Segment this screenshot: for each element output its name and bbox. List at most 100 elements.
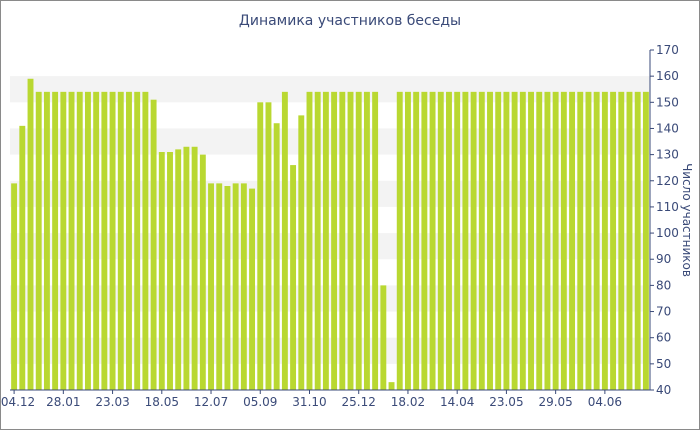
x-tick-label: 29.05 <box>538 395 572 409</box>
bar <box>76 91 83 390</box>
y-axis-label: Число участников <box>680 163 694 277</box>
bar <box>421 91 428 390</box>
bar <box>93 91 100 390</box>
bar <box>339 91 346 390</box>
bar <box>224 186 231 390</box>
axes-group <box>10 49 654 394</box>
y-tick-label: 90 <box>656 252 671 266</box>
bar <box>601 91 608 390</box>
bar <box>560 91 567 390</box>
bar <box>68 91 75 390</box>
bar <box>265 102 272 390</box>
bar <box>478 91 485 390</box>
bar <box>142 91 149 390</box>
bar <box>577 91 584 390</box>
bar <box>495 91 502 390</box>
bar <box>536 91 543 390</box>
bar <box>232 183 239 390</box>
bar <box>298 115 305 390</box>
x-tick-label: 04.12 <box>1 395 35 409</box>
bar <box>446 91 452 390</box>
bar <box>593 91 600 390</box>
bar <box>11 183 18 390</box>
bar <box>429 91 436 390</box>
bar <box>216 183 223 390</box>
y-tick-label: 110 <box>656 200 679 214</box>
bar <box>158 152 165 390</box>
x-tick-label: 14.04 <box>440 395 474 409</box>
y-tick-label: 50 <box>656 357 671 371</box>
bar <box>503 91 510 390</box>
bar <box>35 91 42 390</box>
grid-band <box>10 128 650 155</box>
bar <box>487 91 493 390</box>
x-tick-label: 12.07 <box>194 395 228 409</box>
bar <box>60 91 67 390</box>
bar <box>355 91 362 390</box>
bar <box>322 91 329 390</box>
bar <box>585 91 592 390</box>
bar <box>27 78 34 391</box>
bar <box>388 382 395 390</box>
y-tick-label: 70 <box>656 305 671 319</box>
bar <box>634 91 641 390</box>
bar <box>626 91 633 390</box>
x-tick-label: 31.10 <box>292 395 326 409</box>
bar <box>167 152 173 390</box>
bar <box>52 91 59 390</box>
y-tick-label: 170 <box>656 43 679 57</box>
y-tick-labels: 40 50 60 70 80 90 100 110 120 130 140 150 160 170 <box>656 43 679 397</box>
bar <box>257 102 264 390</box>
bars-group <box>11 78 649 391</box>
background-bands <box>10 76 650 364</box>
bar <box>437 91 444 390</box>
bar <box>175 149 182 390</box>
bar <box>331 91 338 390</box>
bar <box>569 91 576 390</box>
x-tick-label: 05.09 <box>243 395 277 409</box>
bar <box>618 91 625 390</box>
bar <box>109 91 116 390</box>
y-tick-label: 160 <box>656 69 679 83</box>
bar <box>126 91 132 390</box>
bar <box>306 91 313 390</box>
x-tick-label: 28.01 <box>46 395 80 409</box>
bar <box>363 91 370 390</box>
x-tick-label: 25.12 <box>342 395 376 409</box>
grid-band <box>10 233 650 260</box>
bar <box>19 125 26 390</box>
bar <box>413 91 420 390</box>
bar <box>281 91 288 390</box>
bar <box>511 91 518 390</box>
bar <box>314 91 321 390</box>
bar <box>183 146 190 390</box>
y-tick-label: 60 <box>656 331 671 345</box>
bar <box>519 91 526 390</box>
bar <box>372 91 379 390</box>
y-tick-label: 40 <box>656 383 671 397</box>
grid-band <box>10 337 650 364</box>
bar <box>380 285 387 390</box>
bar <box>150 99 157 390</box>
y-tick-label: 140 <box>656 121 679 135</box>
bar <box>396 91 403 390</box>
x-tick-label: 18.02 <box>391 395 425 409</box>
bar <box>528 91 534 390</box>
bar <box>208 183 214 390</box>
chart-title: Динамика участников беседы <box>238 13 462 29</box>
bar <box>43 91 50 390</box>
y-tick-label: 130 <box>656 148 679 162</box>
y-tick-label: 120 <box>656 174 679 188</box>
bar <box>610 91 617 390</box>
bar <box>273 123 280 390</box>
grid-band <box>10 285 650 312</box>
grid-band <box>10 180 650 207</box>
bar <box>454 91 461 390</box>
bar <box>544 91 551 390</box>
bar <box>347 91 354 390</box>
bar <box>84 91 91 390</box>
bar <box>462 91 469 390</box>
bar <box>117 91 124 390</box>
bar <box>134 91 141 390</box>
bar <box>470 91 477 390</box>
